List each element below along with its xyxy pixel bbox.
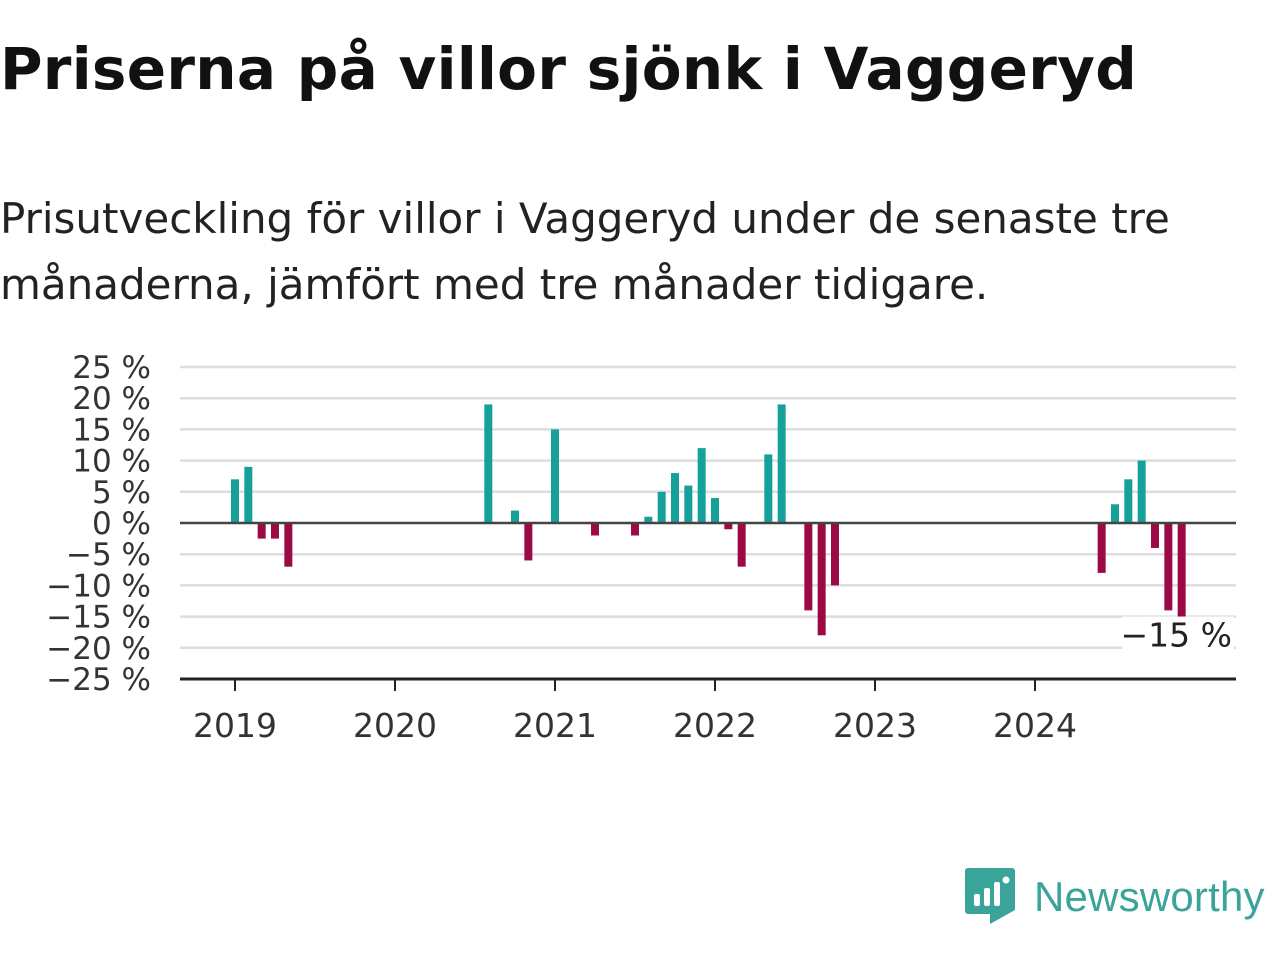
annotation: −15 % (1121, 616, 1235, 657)
x-tick-label: 2019 (193, 706, 277, 745)
bar (284, 523, 292, 567)
x-axis-ticks: 2019 2020 2021 2022 2023 2024 (193, 679, 1077, 745)
bar (484, 404, 492, 523)
bar (591, 523, 599, 535)
annotation-label: −15 % (1121, 616, 1233, 655)
bar (684, 486, 692, 523)
bar (1124, 479, 1132, 523)
x-tick-label: 2022 (673, 706, 757, 745)
bar (1164, 523, 1172, 610)
x-tick-label: 2021 (513, 706, 597, 745)
bar (818, 523, 826, 635)
bar (1178, 523, 1186, 617)
bar-chart: 25 %20 %15 %10 %5 %0 %−5 %−10 %−15 %−20 … (0, 0, 1280, 760)
bar (831, 523, 839, 585)
bar (1138, 461, 1146, 523)
bar (658, 492, 666, 523)
bar (1151, 523, 1159, 548)
bar (231, 479, 239, 523)
x-tick-label: 2023 (833, 706, 917, 745)
bar (698, 448, 706, 523)
bar (551, 429, 559, 523)
gridlines (180, 367, 1236, 648)
bar (804, 523, 812, 610)
bar (511, 511, 519, 523)
bar (631, 523, 639, 535)
y-axis-ticks: 25 %20 %15 %10 %5 %0 %−5 %−10 %−15 %−20 … (46, 350, 151, 698)
x-tick-label: 2024 (993, 706, 1077, 745)
bar (764, 454, 772, 523)
bar (244, 467, 252, 523)
bar (711, 498, 719, 523)
bars (231, 404, 1186, 635)
bar (524, 523, 532, 560)
newsworthy-logo-icon (964, 866, 1016, 928)
bar (258, 523, 266, 539)
newsworthy-brand[interactable]: Newsworthy (964, 866, 1265, 928)
bar (1098, 523, 1106, 573)
x-tick-label: 2020 (353, 706, 437, 745)
y-tick-label: −25 % (46, 662, 151, 698)
brand-name: Newsworthy (1034, 873, 1265, 921)
bar (271, 523, 279, 539)
bar (671, 473, 679, 523)
bar (1111, 504, 1119, 523)
bar (778, 404, 786, 523)
bar (738, 523, 746, 567)
